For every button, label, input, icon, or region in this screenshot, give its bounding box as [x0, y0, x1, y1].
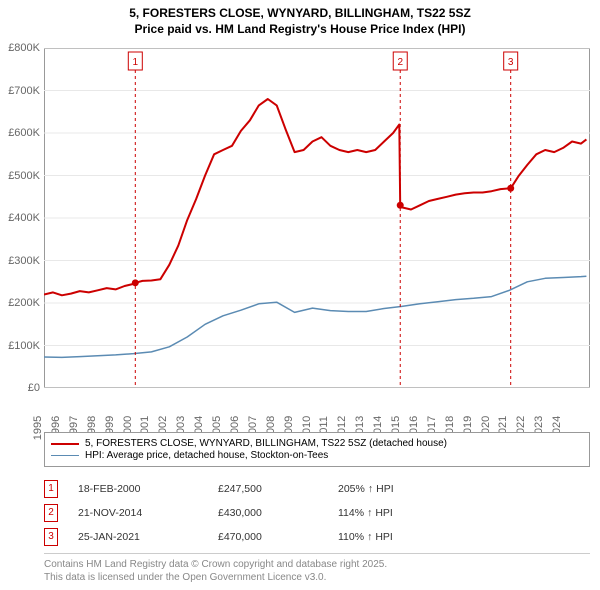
attribution-line1: Contains HM Land Registry data © Crown c…: [44, 558, 590, 571]
sale-pct: 205% ↑ HPI: [338, 483, 394, 495]
arrow-up-icon: ↑: [367, 531, 372, 543]
y-tick-label: £0: [28, 382, 40, 394]
sale-date: 18-FEB-2000: [78, 483, 218, 495]
y-tick-label: £800K: [8, 42, 40, 54]
chart-title: 5, FORESTERS CLOSE, WYNYARD, BILLINGHAM,…: [0, 0, 600, 37]
title-line2: Price paid vs. HM Land Registry's House …: [0, 22, 600, 38]
x-tick-label: 1995: [32, 416, 44, 440]
sale-price: £470,000: [218, 531, 338, 543]
x-axis: 1995199619971998199920002001200220032004…: [44, 388, 590, 428]
y-tick-label: £300K: [8, 255, 40, 267]
sale-pct: 110% ↑ HPI: [338, 531, 393, 543]
legend-swatch-property: [51, 443, 79, 445]
legend: 5, FORESTERS CLOSE, WYNYARD, BILLINGHAM,…: [44, 432, 590, 467]
sale-price: £247,500: [218, 483, 338, 495]
sales-row: 1 18-FEB-2000£247,500205% ↑ HPI: [44, 480, 590, 498]
chart-container: 5, FORESTERS CLOSE, WYNYARD, BILLINGHAM,…: [0, 0, 600, 590]
legend-row: 5, FORESTERS CLOSE, WYNYARD, BILLINGHAM,…: [51, 438, 583, 449]
sales-row: 2 21-NOV-2014£430,000114% ↑ HPI: [44, 504, 590, 522]
sales-table: 1 18-FEB-2000£247,500205% ↑ HPI 2 21-NOV-20…: [44, 480, 590, 552]
sales-row: 3 25-JAN-2021£470,000110% ↑ HPI: [44, 528, 590, 546]
title-line1: 5, FORESTERS CLOSE, WYNYARD, BILLINGHAM,…: [0, 6, 600, 22]
attribution-line2: This data is licensed under the Open Gov…: [44, 571, 590, 584]
sale-price: £430,000: [218, 507, 338, 519]
attribution: Contains HM Land Registry data © Crown c…: [44, 553, 590, 584]
sale-pct: 114% ↑ HPI: [338, 507, 393, 519]
y-tick-label: £500K: [8, 170, 40, 182]
svg-text:3: 3: [508, 57, 514, 68]
arrow-up-icon: ↑: [368, 483, 373, 495]
y-axis: £0£100K£200K£300K£400K£500K£600K£700K£80…: [0, 48, 44, 388]
svg-text:1: 1: [133, 57, 139, 68]
y-tick-label: £200K: [8, 297, 40, 309]
y-tick-label: £400K: [8, 212, 40, 224]
arrow-up-icon: ↑: [367, 507, 372, 519]
sale-marker-box: 3: [44, 528, 58, 546]
chart-area: 123 £0£100K£200K£300K£400K£500K£600K£700…: [44, 48, 590, 388]
legend-label: HPI: Average price, detached house, Stoc…: [85, 450, 328, 461]
series-property: [44, 99, 586, 295]
sale-marker-box: 2: [44, 504, 58, 522]
y-tick-label: £700K: [8, 85, 40, 97]
svg-text:2: 2: [397, 57, 403, 68]
y-tick-label: £600K: [8, 127, 40, 139]
sale-marker-box: 1: [44, 480, 58, 498]
legend-label: 5, FORESTERS CLOSE, WYNYARD, BILLINGHAM,…: [85, 438, 447, 449]
legend-swatch-hpi: [51, 455, 79, 456]
sale-date: 25-JAN-2021: [78, 531, 218, 543]
plot-svg: 1 2 3: [44, 48, 590, 388]
sale-date: 21-NOV-2014: [78, 507, 218, 519]
legend-row: HPI: Average price, detached house, Stoc…: [51, 450, 583, 461]
y-tick-label: £100K: [8, 340, 40, 352]
